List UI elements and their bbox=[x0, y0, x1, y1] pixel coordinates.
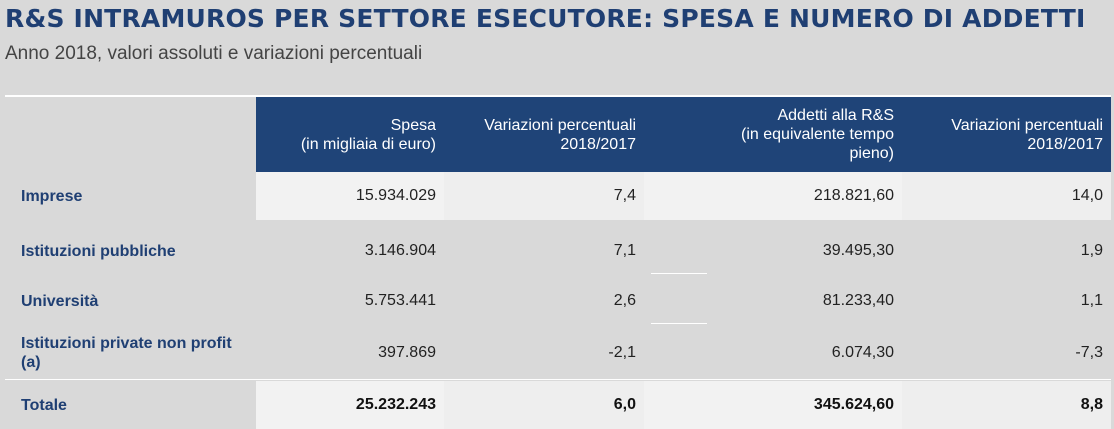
cell-addetti: 39.495,30 bbox=[822, 242, 894, 259]
cell-var-spesa: 6,0 bbox=[444, 381, 644, 429]
cell-var-addetti: 1,9 bbox=[1080, 242, 1103, 259]
row-divider bbox=[651, 273, 707, 274]
page-subtitle: Anno 2018, valori assoluti e variazioni … bbox=[5, 43, 423, 64]
table-row: Imprese 15.934.029 7,4 218.821,60 14,0 bbox=[5, 172, 1111, 220]
cell-spesa: 15.934.029 bbox=[256, 172, 444, 220]
header-variazioni-spesa: Variazioni percentuali 2018/2017 bbox=[444, 97, 644, 172]
cell-addetti: 345.624,60 bbox=[644, 381, 902, 429]
row-label: Totale bbox=[21, 396, 67, 414]
header-spesa: Spesa (in migliaia di euro) bbox=[256, 97, 444, 172]
cell-addetti: 218.821,60 bbox=[644, 172, 902, 220]
cell-var-addetti: 8,8 bbox=[902, 381, 1111, 429]
cell-var-addetti: 1,1 bbox=[1080, 292, 1103, 309]
row-label: Università bbox=[21, 292, 99, 310]
cell-var-spesa: 7,4 bbox=[444, 172, 644, 220]
table-row: Istituzioni private non profit (a) 397.8… bbox=[5, 327, 1111, 379]
cell-var-addetti: 14,0 bbox=[902, 172, 1111, 220]
data-table: Spesa (in migliaia di euro) Variazioni p… bbox=[5, 95, 1111, 429]
row-label: Istituzioni pubbliche bbox=[21, 242, 176, 260]
cell-spesa: 397.869 bbox=[378, 344, 436, 361]
total-divider bbox=[5, 379, 1111, 380]
cell-addetti: 81.233,40 bbox=[822, 292, 894, 309]
header-addetti: Addetti alla R&S (in equivalente tempo p… bbox=[644, 97, 902, 172]
table-row: Istituzioni pubbliche 3.146.904 7,1 39.4… bbox=[5, 226, 1111, 276]
cell-var-spesa: 2,6 bbox=[613, 292, 636, 309]
table-top-rule bbox=[5, 95, 1111, 97]
cell-var-addetti: -7,3 bbox=[1075, 344, 1103, 361]
cell-spesa: 3.146.904 bbox=[364, 242, 436, 259]
header-variazioni-addetti: Variazioni percentuali 2018/2017 bbox=[902, 97, 1111, 172]
cell-spesa: 25.232.243 bbox=[256, 381, 444, 429]
cell-spesa: 5.753.441 bbox=[364, 292, 436, 309]
header-blank-cell bbox=[5, 97, 256, 172]
row-divider bbox=[651, 323, 707, 324]
table-row: Università 5.753.441 2,6 81.233,40 1,1 bbox=[5, 276, 1111, 326]
cell-var-spesa: 7,1 bbox=[613, 242, 636, 259]
row-label: Imprese bbox=[21, 187, 83, 205]
cell-var-spesa: -2,1 bbox=[608, 344, 636, 361]
row-label: Istituzioni private non profit (a) bbox=[21, 335, 232, 371]
table-row-total: Totale 25.232.243 6,0 345.624,60 8,8 bbox=[5, 381, 1111, 429]
cell-addetti: 6.074,30 bbox=[831, 344, 894, 361]
page-title: R&S INTRAMUROS PER SETTORE ESECUTORE: SP… bbox=[5, 4, 1086, 33]
